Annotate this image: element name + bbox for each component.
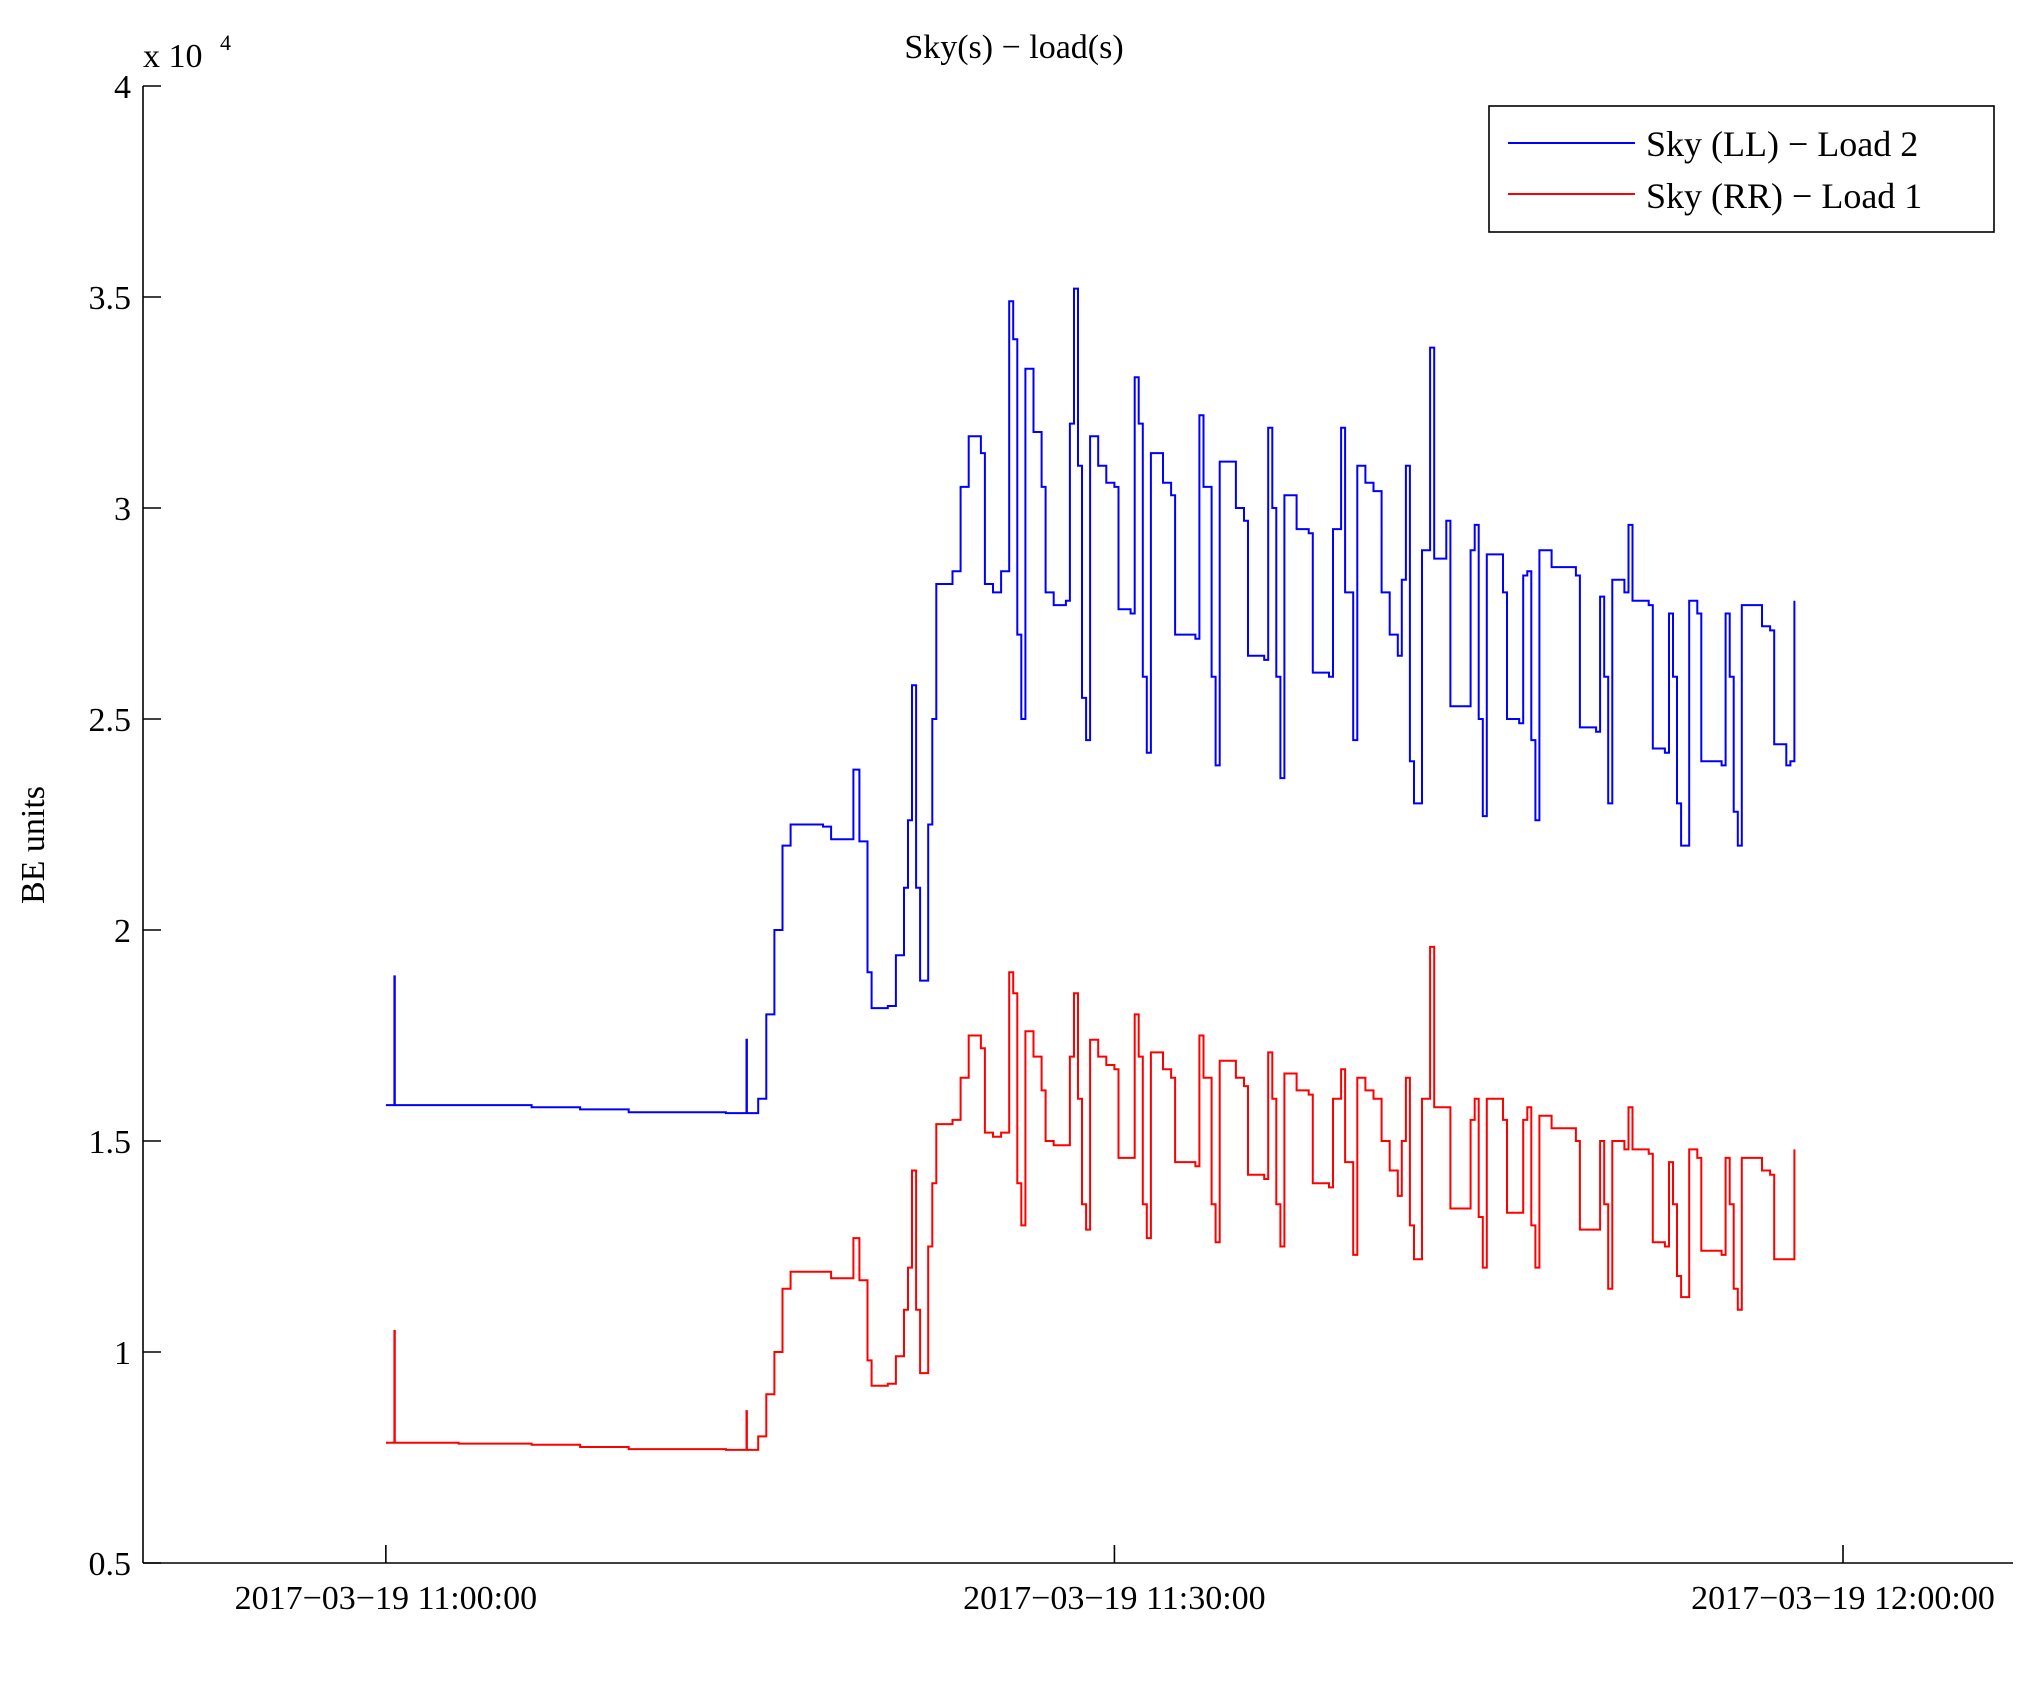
y-tick-label: 1.5 xyxy=(89,1124,132,1161)
x-tick-label: 2017−03−19 11:30:00 xyxy=(963,1580,1265,1617)
axes: 0.5 1 1.5 2 2.5 3 3.5 4 2017−03−19 11:00:00 2017−… xyxy=(89,69,2013,1617)
legend-label-sky-rr: Sky (RR) − Load 1 xyxy=(1646,176,1922,216)
x-tick-label: 2017−03−19 11:00:00 xyxy=(235,1580,537,1617)
y-tick-label: 1 xyxy=(114,1335,131,1372)
series-line-1 xyxy=(385,945,1796,1451)
legend-box xyxy=(1488,105,1995,233)
y-tick-label: 3 xyxy=(114,491,131,528)
y-tick-label: 4 xyxy=(114,69,131,106)
y-tick-label: 0.5 xyxy=(89,1546,132,1583)
y-tick-label: 2.5 xyxy=(89,702,132,739)
y-axis-label: BE units xyxy=(15,786,52,904)
chart-title: Sky(s) − load(s) xyxy=(904,29,1123,66)
y-exponent-base: x 10 xyxy=(143,38,203,75)
series-layer xyxy=(385,287,1796,1451)
y-exponent-power: 4 xyxy=(220,30,231,55)
series-line-0 xyxy=(385,287,1796,1115)
y-tick-label: 2 xyxy=(114,913,131,950)
x-tick-label: 2017−03−19 12:00:00 xyxy=(1691,1580,1995,1617)
legend-label-sky-ll: Sky (LL) − Load 2 xyxy=(1646,124,1918,164)
legend: Sky (LL) − Load 2 Sky (RR) − Load 1 xyxy=(1488,105,1995,233)
y-tick-label: 3.5 xyxy=(89,280,132,317)
y-exponent: x 10 4 xyxy=(143,30,231,75)
